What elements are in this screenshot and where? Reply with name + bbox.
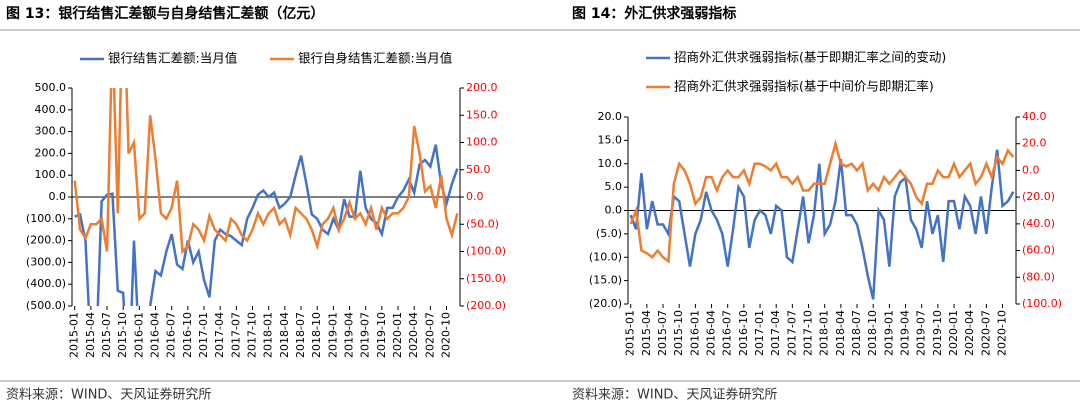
y2-tick-label: 20.0 <box>1022 137 1047 150</box>
x-tick-label: 2020-04 <box>963 310 976 356</box>
legend-label: 招商外汇供求强弱指标(基于即期汇率之间的变动) <box>674 50 946 65</box>
x-tick-label: 2016-07 <box>165 312 178 358</box>
y-tick-label: (15.0) <box>589 274 622 287</box>
y-tick-label: 15.0 <box>598 133 623 146</box>
y-tick-label: (300.0) <box>26 255 66 268</box>
x-tick-label: 2015-01 <box>68 312 81 358</box>
y-tick-label: (10.0) <box>589 250 622 263</box>
y-tick-label: 20.0 <box>598 110 623 123</box>
x-tick-label: 2019-01 <box>326 312 339 358</box>
legend-label: 银行自身结售汇差额:当月值 <box>298 51 452 66</box>
x-tick-label: 2019-01 <box>882 310 895 356</box>
y2-tick-label: (150.0) <box>466 272 506 285</box>
series-line <box>74 144 459 306</box>
y-tick-label: 300.0 <box>35 125 67 138</box>
series-line <box>629 138 1015 264</box>
x-tick-label: 2017-07 <box>229 312 242 358</box>
x-tick-label: 2020-10 <box>996 310 1009 356</box>
x-tick-label: 2016-04 <box>149 312 162 358</box>
figure-caption: 图 14：外汇供求强弱指标 <box>572 5 736 22</box>
y-tick-label: 200.0 <box>35 146 67 159</box>
source-note: 资料来源：WIND、天风证券研究所 <box>572 387 777 403</box>
x-tick-label: 2018-10 <box>310 312 323 358</box>
legend-label: 招商外汇供求强弱指标(基于中间价与即期汇率) <box>674 79 934 94</box>
x-tick-label: 2018-07 <box>850 310 863 356</box>
x-tick-label: 2015-04 <box>640 310 653 356</box>
x-tick-label: 2016-10 <box>737 310 750 356</box>
x-tick-label: 2017-01 <box>197 312 210 358</box>
x-tick-label: 2017-04 <box>769 310 782 356</box>
y2-tick-label: (100.0) <box>1022 297 1062 310</box>
y-tick-label: (500.0) <box>26 299 66 312</box>
x-tick-label: 2016-07 <box>721 310 734 356</box>
y-tick-label: 500.0 <box>35 81 67 94</box>
y2-tick-label: (40.0) <box>1022 217 1055 230</box>
y-tick-label: (200.0) <box>26 234 66 247</box>
y2-tick-label: (100.0) <box>466 245 506 258</box>
x-tick-label: 2020-10 <box>440 312 453 358</box>
y2-tick-label: (80.0) <box>1022 270 1055 283</box>
source-note: 资料来源：WIND、天风证券研究所 <box>6 387 211 403</box>
x-tick-label: 2018-04 <box>278 312 291 358</box>
y2-tick-label: (60.0) <box>1022 244 1055 257</box>
y2-tick-label: 50.0 <box>466 163 491 176</box>
y-tick-label: (20.0) <box>589 297 622 310</box>
y2-tick-label: 150.0 <box>466 108 498 121</box>
y-tick-label: 0.0 <box>49 190 67 203</box>
y-tick-label: (100.0) <box>26 212 66 225</box>
x-tick-label: 2017-10 <box>246 312 259 358</box>
x-tick-label: 2020-07 <box>979 310 992 356</box>
y2-tick-label: (50.0) <box>466 217 499 230</box>
y2-tick-label: 200.0 <box>466 81 498 94</box>
x-tick-label: 2020-01 <box>947 310 960 356</box>
x-tick-label: 2016-01 <box>132 312 145 358</box>
x-tick-label: 2017-01 <box>753 310 766 356</box>
x-tick-label: 2015-10 <box>116 312 129 358</box>
x-tick-label: 2020-07 <box>423 312 436 358</box>
y-tick-label: 0.0 <box>605 204 623 217</box>
y-tick-label: 400.0 <box>35 103 67 116</box>
x-tick-label: 2020-01 <box>391 312 404 358</box>
y2-tick-label: 40.0 <box>1022 110 1047 123</box>
x-tick-label: 2019-10 <box>931 310 944 356</box>
series-line <box>73 88 459 255</box>
x-tick-label: 2019-10 <box>375 312 388 358</box>
x-tick-label: 2017-07 <box>785 310 798 356</box>
y-tick-label: 100.0 <box>35 168 67 181</box>
x-tick-label: 2015-10 <box>672 310 685 356</box>
y2-tick-label: 0.0 <box>466 190 484 203</box>
x-tick-label: 2018-04 <box>834 310 847 356</box>
x-tick-label: 2017-10 <box>802 310 815 356</box>
x-tick-label: 2019-07 <box>915 310 928 356</box>
x-tick-label: 2015-04 <box>84 312 97 358</box>
series-line <box>629 149 1015 300</box>
x-tick-label: 2018-10 <box>866 310 879 356</box>
x-tick-label: 2020-04 <box>407 312 420 358</box>
figure-caption: 图 13：银行结售汇差额与自身结售汇差额（亿元） <box>6 5 324 22</box>
y-tick-label: 10.0 <box>598 157 623 170</box>
x-tick-label: 2018-01 <box>262 312 275 358</box>
x-tick-label: 2019-07 <box>359 312 372 358</box>
x-tick-label: 2017-04 <box>213 312 226 358</box>
x-tick-label: 2019-04 <box>899 310 912 356</box>
y2-tick-label: (200.0) <box>466 299 506 312</box>
y2-tick-label: 0.0 <box>1022 163 1040 176</box>
x-tick-label: 2015-07 <box>656 310 669 356</box>
x-tick-label: 2015-07 <box>100 312 113 358</box>
x-tick-label: 2016-01 <box>688 310 701 356</box>
y2-tick-label: (20.0) <box>1022 190 1055 203</box>
y-tick-label: (400.0) <box>26 277 66 290</box>
x-tick-label: 2018-01 <box>818 310 831 356</box>
x-tick-label: 2015-01 <box>624 310 637 356</box>
legend-label: 银行结售汇差额:当月值 <box>108 51 237 66</box>
x-tick-label: 2019-04 <box>343 312 356 358</box>
y-tick-label: (5.0) <box>596 227 622 240</box>
y-tick-label: 5.0 <box>605 180 623 193</box>
y2-tick-label: 100.0 <box>466 136 498 149</box>
x-tick-label: 2018-07 <box>294 312 307 358</box>
x-tick-label: 2016-04 <box>705 310 718 356</box>
x-tick-label: 2016-10 <box>181 312 194 358</box>
